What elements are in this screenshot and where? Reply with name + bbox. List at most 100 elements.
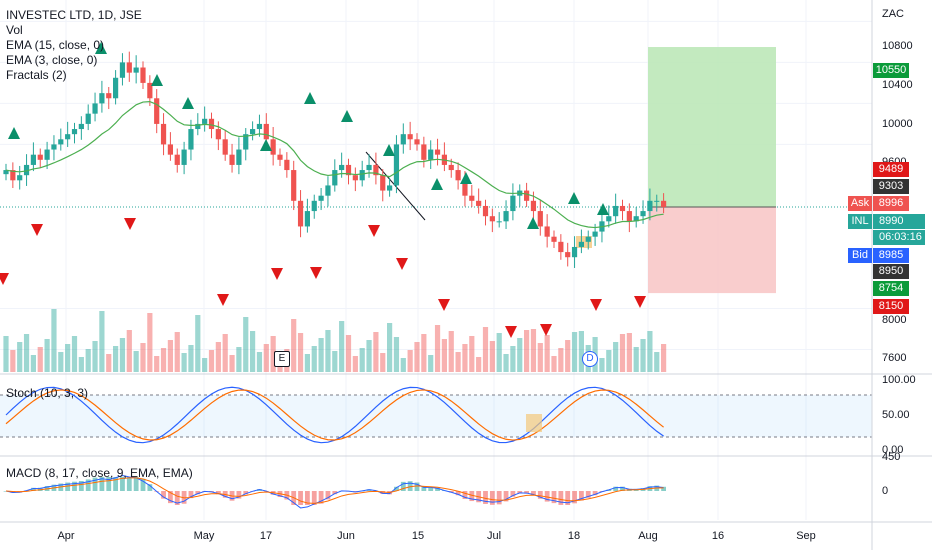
macd-histogram-bar <box>572 491 577 504</box>
volume-bar <box>3 336 9 372</box>
macd-histogram-bar <box>174 491 180 505</box>
candle-body <box>503 211 509 222</box>
macd-histogram-bar <box>620 486 625 491</box>
macd-histogram-bar <box>661 486 666 491</box>
candle-body <box>58 139 64 145</box>
candle-body <box>496 221 502 223</box>
stop-loss-zone <box>648 206 776 294</box>
candle-body <box>304 211 310 227</box>
macd-histogram-bar <box>435 487 440 491</box>
volume-bar <box>92 341 98 372</box>
ema15-indicator-label[interactable]: EMA (15, close, 0) <box>6 38 105 52</box>
time-axis-label: 17 <box>259 530 273 542</box>
price-axis-label: 10400 <box>882 79 913 91</box>
stoch-pane-label[interactable]: Stoch (10, 3, 3) <box>6 386 89 400</box>
candle-body <box>181 149 187 165</box>
volume-bar <box>407 350 413 372</box>
volume-bar <box>626 333 632 372</box>
profit-target-zone <box>648 47 776 207</box>
last-price-tag: 8990 <box>873 214 925 229</box>
candle-body <box>188 129 194 150</box>
volume-bar <box>58 352 64 372</box>
candle-body <box>421 144 427 160</box>
macd-histogram-bar <box>496 491 502 505</box>
macd-histogram-bar <box>31 487 36 491</box>
candle-body <box>387 185 393 191</box>
macd-histogram-bar <box>106 477 112 491</box>
candle-body <box>434 149 441 155</box>
volume-bar <box>613 342 619 372</box>
volume-bar <box>119 338 126 372</box>
macd-histogram-bar <box>592 491 598 496</box>
candle-body <box>373 164 379 176</box>
candle-body <box>661 200 667 207</box>
candle-body <box>17 175 23 181</box>
candle-body <box>345 164 352 176</box>
candle-body <box>565 252 571 258</box>
macd-histogram-bar <box>72 481 77 491</box>
time-axis-label: 16 <box>711 530 725 542</box>
macd-histogram-bar <box>428 486 434 491</box>
volume-bar <box>489 341 495 372</box>
symbol-title[interactable]: INVESTEC LTD, 1D, JSE <box>6 8 142 22</box>
fractal-down-marker <box>438 299 450 311</box>
candle-body <box>380 175 386 191</box>
candle-body <box>400 134 406 145</box>
macd-histogram-bar <box>215 491 221 495</box>
volume-bar <box>167 340 173 372</box>
fractal-up-marker <box>260 139 272 151</box>
candle-body <box>592 231 598 237</box>
candle-body <box>147 82 153 99</box>
stop-price-tag: 8150 <box>873 299 909 314</box>
macd-histogram-bar <box>489 491 495 505</box>
earnings-badge[interactable]: E <box>274 351 290 367</box>
candle-body <box>585 236 591 242</box>
volume-bar <box>578 331 584 372</box>
candle-body <box>277 154 283 160</box>
volume-bar <box>448 331 454 372</box>
candle-body <box>99 93 105 104</box>
fractal-down-marker <box>368 225 380 237</box>
volume-indicator-label[interactable]: Vol <box>6 23 23 37</box>
candle-body <box>140 67 146 83</box>
dividend-badge[interactable]: D <box>582 351 598 367</box>
candle-body <box>332 170 338 186</box>
candle-body <box>71 129 78 135</box>
volume-bar <box>359 348 365 372</box>
high-price-tag: 9489 <box>873 162 909 177</box>
macd-histogram-bar <box>469 491 475 502</box>
candle-body <box>448 164 454 171</box>
ema3-indicator-label[interactable]: EMA (3, close, 0) <box>6 53 98 67</box>
fractal-up-marker <box>597 203 609 215</box>
fractal-up-marker <box>460 172 472 184</box>
volume-bar <box>524 330 530 372</box>
price-axis-label: 10800 <box>882 40 913 52</box>
macd-histogram-bar <box>65 482 71 491</box>
volume-bar <box>10 350 16 372</box>
macd-pane-label[interactable]: MACD (8, 17, close, 9, EMA, EMA) <box>6 466 193 480</box>
candle-body <box>537 211 543 227</box>
candle-body <box>250 129 256 135</box>
candle-body <box>236 149 242 165</box>
fractals-indicator-label[interactable]: Fractals (2) <box>6 68 67 82</box>
volume-bar <box>339 321 345 372</box>
volume-bar <box>208 350 215 372</box>
macd-histogram-bar <box>455 491 461 496</box>
candle-body <box>489 216 495 222</box>
volume-bar <box>51 309 57 372</box>
macd-histogram-bar <box>558 491 564 505</box>
volume-bar <box>373 332 379 372</box>
macd-histogram-bar <box>305 491 310 505</box>
volume-bar <box>469 336 475 372</box>
candle-body <box>297 200 304 227</box>
volume-bar <box>250 331 256 372</box>
volume-bar <box>503 354 509 372</box>
macd-histogram-bar <box>421 486 427 491</box>
volume-bar <box>606 350 612 372</box>
volume-bar <box>23 334 30 372</box>
volume-bar <box>291 319 297 372</box>
candle-body <box>558 241 564 253</box>
